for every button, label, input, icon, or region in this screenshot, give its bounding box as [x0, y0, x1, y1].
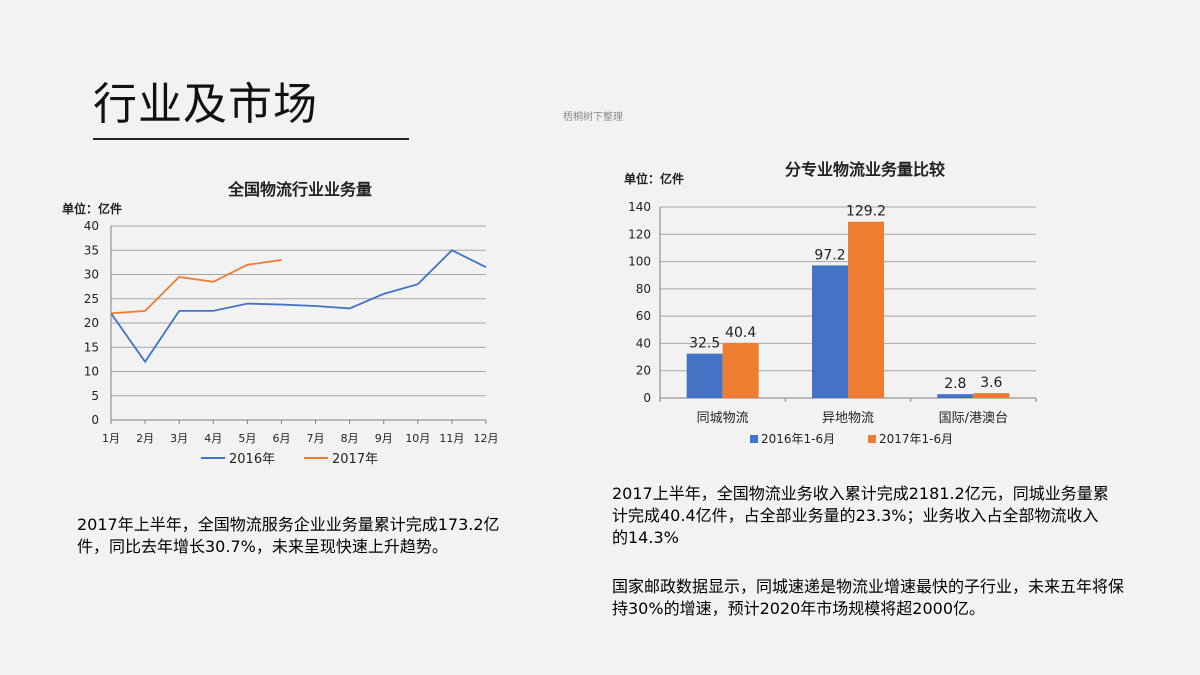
y-tick-label: 35	[84, 243, 99, 257]
data-label: 129.2	[846, 204, 886, 220]
y-tick-label: 5	[91, 389, 99, 403]
bar-2017年1-6月	[848, 221, 884, 398]
y-tick-label: 25	[84, 292, 99, 306]
data-label: 2.8	[944, 376, 966, 392]
x-tick-label: 8月	[341, 432, 359, 445]
x-tick-label: 3月	[170, 432, 188, 445]
x-tick-label: 7月	[307, 432, 325, 445]
x-tick-label: 国际/港澳台	[939, 410, 1008, 426]
slide-title: 行业及市场	[93, 79, 318, 130]
x-tick-label: 4月	[204, 432, 222, 445]
y-tick-label: 100	[628, 255, 651, 269]
x-tick-label: 6月	[272, 432, 290, 445]
bar-chart-unit: 单位：亿件	[624, 172, 685, 186]
legend-swatch	[750, 435, 758, 443]
y-tick-label: 10	[84, 365, 99, 379]
series-line-2016年	[110, 249, 487, 364]
x-tick-label: 12月	[474, 432, 499, 445]
y-tick-label: 0	[91, 413, 99, 427]
bar-2016年1-6月	[937, 394, 974, 398]
series-line-2017年	[110, 259, 282, 315]
right-paragraph-1: 2017上半年，全国物流业务收入累计完成2181.2亿元，同城业务量累计完成40…	[612, 484, 1109, 547]
watermark-text: 梧桐树下整理	[563, 112, 623, 123]
left-paragraph: 2017年上半年，全国物流服务企业业务量累计完成173.2亿件，同比去年增长30…	[77, 515, 500, 556]
x-tick-label: 同城物流	[697, 411, 749, 426]
x-tick-label: 5月	[238, 432, 256, 445]
legend-label: 2017年	[332, 452, 378, 467]
y-tick-label: 60	[636, 309, 651, 323]
bar-chart-title: 分专业物流业务量比较	[784, 160, 945, 179]
bar-2017年1-6月	[722, 342, 759, 398]
data-label: 3.6	[980, 375, 1002, 391]
y-tick-label: 40	[84, 219, 99, 233]
x-tick-label: 1月	[102, 432, 120, 445]
bar-2016年1-6月	[686, 353, 723, 398]
y-tick-label: 15	[84, 340, 99, 354]
legend-label: 2017年1-6月	[879, 432, 953, 446]
bar-2016年1-6月	[812, 265, 848, 398]
x-tick-label: 2月	[136, 432, 154, 445]
data-label: 97.2	[814, 247, 845, 263]
x-tick-label: 9月	[375, 432, 393, 445]
line-chart-title: 全国物流行业业务量	[227, 180, 372, 199]
data-label: 32.5	[689, 336, 720, 352]
y-tick-label: 0	[643, 391, 651, 405]
title-underline	[93, 138, 409, 140]
y-tick-label: 140	[628, 200, 651, 214]
y-tick-label: 120	[628, 227, 651, 241]
legend-swatch	[868, 435, 876, 443]
legend-label: 2016年1-6月	[761, 432, 835, 446]
x-tick-label: 11月	[439, 432, 464, 445]
x-tick-label: 异地物流	[822, 411, 874, 426]
y-tick-label: 20	[636, 364, 651, 378]
line-chart-unit: 单位：亿件	[62, 202, 123, 216]
y-tick-label: 40	[636, 336, 651, 350]
bar-2017年1-6月	[973, 393, 1010, 398]
right-paragraph-2: 国家邮政数据显示，同城速递是物流业增速最快的子行业，未来五年将保持30%的增速，…	[612, 577, 1125, 618]
y-tick-label: 20	[84, 316, 99, 330]
y-tick-label: 80	[636, 282, 651, 296]
data-label: 40.4	[725, 325, 756, 341]
legend-label: 2016年	[229, 452, 275, 467]
y-tick-label: 30	[84, 268, 99, 282]
x-tick-label: 10月	[405, 432, 430, 445]
